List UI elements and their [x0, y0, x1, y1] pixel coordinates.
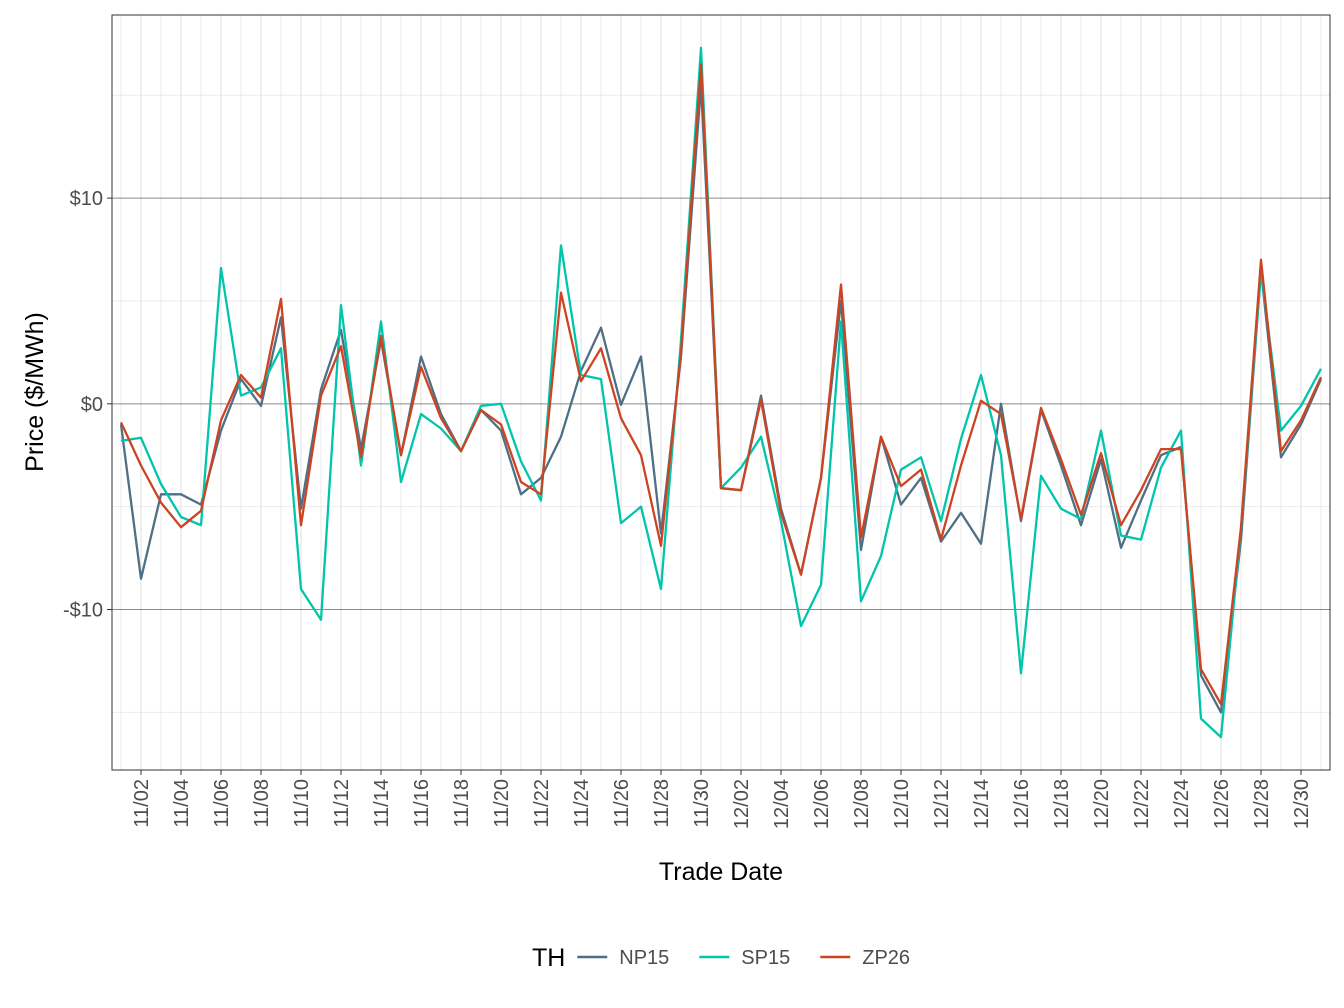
x-tick-label: 11/04: [171, 779, 193, 828]
x-tick-label: 11/12: [331, 779, 353, 828]
x-tick-label: 12/14: [971, 779, 993, 829]
x-tick-label: 12/06: [811, 779, 833, 829]
x-tick-label: 12/04: [771, 779, 793, 829]
x-tick-label: 11/18: [451, 779, 473, 828]
x-tick-label: 12/22: [1131, 779, 1153, 829]
y-axis-title: Price ($/MWh): [21, 312, 49, 472]
x-tick-label: 11/16: [411, 779, 433, 828]
x-tick-label: 12/30: [1291, 779, 1313, 829]
legend-label: ZP26: [862, 947, 910, 969]
legend-label: NP15: [619, 947, 669, 969]
x-tick-label: 11/02: [131, 779, 153, 828]
x-tick-label: 11/20: [491, 779, 513, 828]
panel-border: [111, 14, 1331, 771]
x-tick-label: 12/20: [1091, 779, 1113, 829]
x-tick-label: 12/08: [851, 779, 873, 829]
x-tick-label: 12/28: [1251, 779, 1273, 829]
x-tick-label: 12/26: [1211, 779, 1233, 829]
x-tick-label: 11/06: [211, 779, 233, 828]
x-tick-label: 12/18: [1051, 779, 1073, 829]
x-tick-label: 11/08: [251, 779, 273, 828]
x-tick-label: 11/28: [651, 779, 673, 828]
y-tick-label: -$10: [63, 600, 103, 622]
x-tick-label: 11/30: [691, 779, 713, 828]
y-tick-label: $0: [81, 394, 103, 416]
x-tick-label: 12/10: [891, 779, 913, 829]
x-tick-label: 11/22: [531, 779, 553, 828]
series-line: [119, 63, 1323, 706]
x-axis-title: Trade Date: [659, 858, 783, 886]
x-tick-label: 12/16: [1011, 779, 1033, 829]
x-tick-label: 11/14: [371, 779, 393, 828]
legend-title: TH: [532, 944, 565, 972]
legend-label: SP15: [741, 947, 790, 969]
x-tick-label: 11/26: [611, 779, 633, 828]
x-tick-label: 12/12: [931, 779, 953, 829]
x-tick-label: 11/10: [291, 779, 313, 828]
x-tick-label: 12/24: [1171, 779, 1193, 829]
x-tick-label: 12/02: [731, 779, 753, 829]
x-tick-label: 11/24: [571, 779, 593, 828]
y-tick-label: $10: [70, 188, 103, 210]
